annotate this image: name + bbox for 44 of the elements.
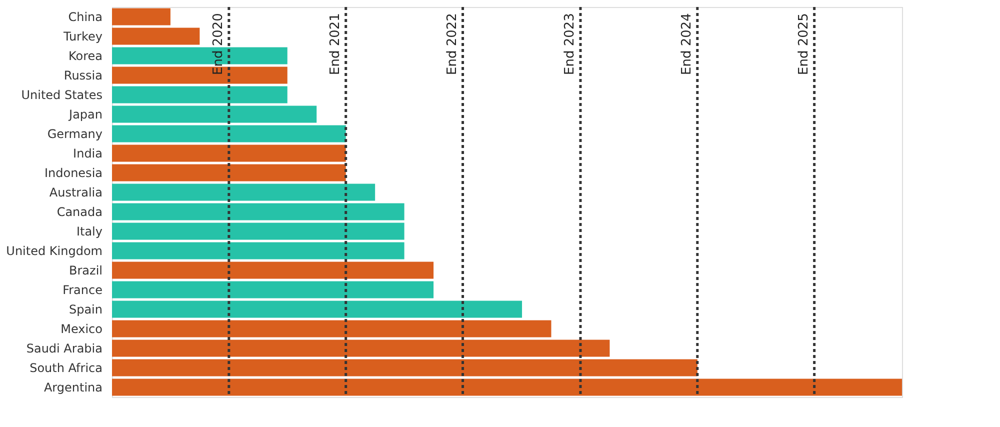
- bar: [112, 86, 288, 104]
- ref-line-label: End 2020: [210, 13, 226, 75]
- ref-line-label: End 2024: [679, 13, 694, 75]
- bar: [112, 164, 346, 182]
- ref-line-label: End 2022: [444, 13, 460, 75]
- ref-line-label: End 2023: [562, 13, 578, 75]
- y-tick-label: Turkey: [62, 29, 102, 44]
- ref-line-label: End 2025: [796, 13, 812, 75]
- bar: [112, 144, 346, 162]
- y-tick-label: Indonesia: [44, 166, 102, 180]
- y-tick-label: Mexico: [60, 322, 102, 336]
- y-tick-label: Germany: [47, 126, 102, 141]
- bar: [112, 242, 404, 260]
- y-tick-label: India: [73, 146, 102, 160]
- y-tick-label: Brazil: [69, 263, 102, 278]
- y-tick-label: Japan: [68, 107, 102, 122]
- y-tick-label: Russia: [64, 68, 102, 82]
- y-tick-label: Korea: [68, 48, 102, 63]
- bar: [112, 106, 317, 123]
- bar: [112, 184, 376, 201]
- bar: [112, 320, 552, 338]
- y-tick-label: South Africa: [30, 360, 102, 375]
- bar: [112, 28, 200, 45]
- y-tick-label: Saudi Arabia: [26, 341, 102, 356]
- y-tick-label: Spain: [68, 302, 102, 316]
- bar: [112, 378, 902, 396]
- bar: [112, 262, 434, 279]
- y-tick-label: United Kingdom: [6, 244, 102, 258]
- y-tick-label: Canada: [56, 204, 102, 219]
- bar: [112, 281, 434, 298]
- y-tick-label: Argentina: [44, 380, 102, 394]
- bar: [112, 340, 610, 357]
- y-tick-label: Australia: [49, 185, 102, 200]
- bar: [112, 203, 404, 220]
- bar: [112, 222, 404, 240]
- ref-line-label: End 2021: [328, 13, 343, 75]
- bar: [112, 125, 346, 142]
- y-tick-label: France: [62, 282, 102, 297]
- bar: [112, 300, 522, 318]
- bar: [112, 359, 698, 376]
- y-tick-label: United States: [21, 88, 102, 102]
- y-tick-label: China: [68, 10, 102, 24]
- y-tick-label: Italy: [76, 224, 102, 238]
- bar: [112, 8, 170, 26]
